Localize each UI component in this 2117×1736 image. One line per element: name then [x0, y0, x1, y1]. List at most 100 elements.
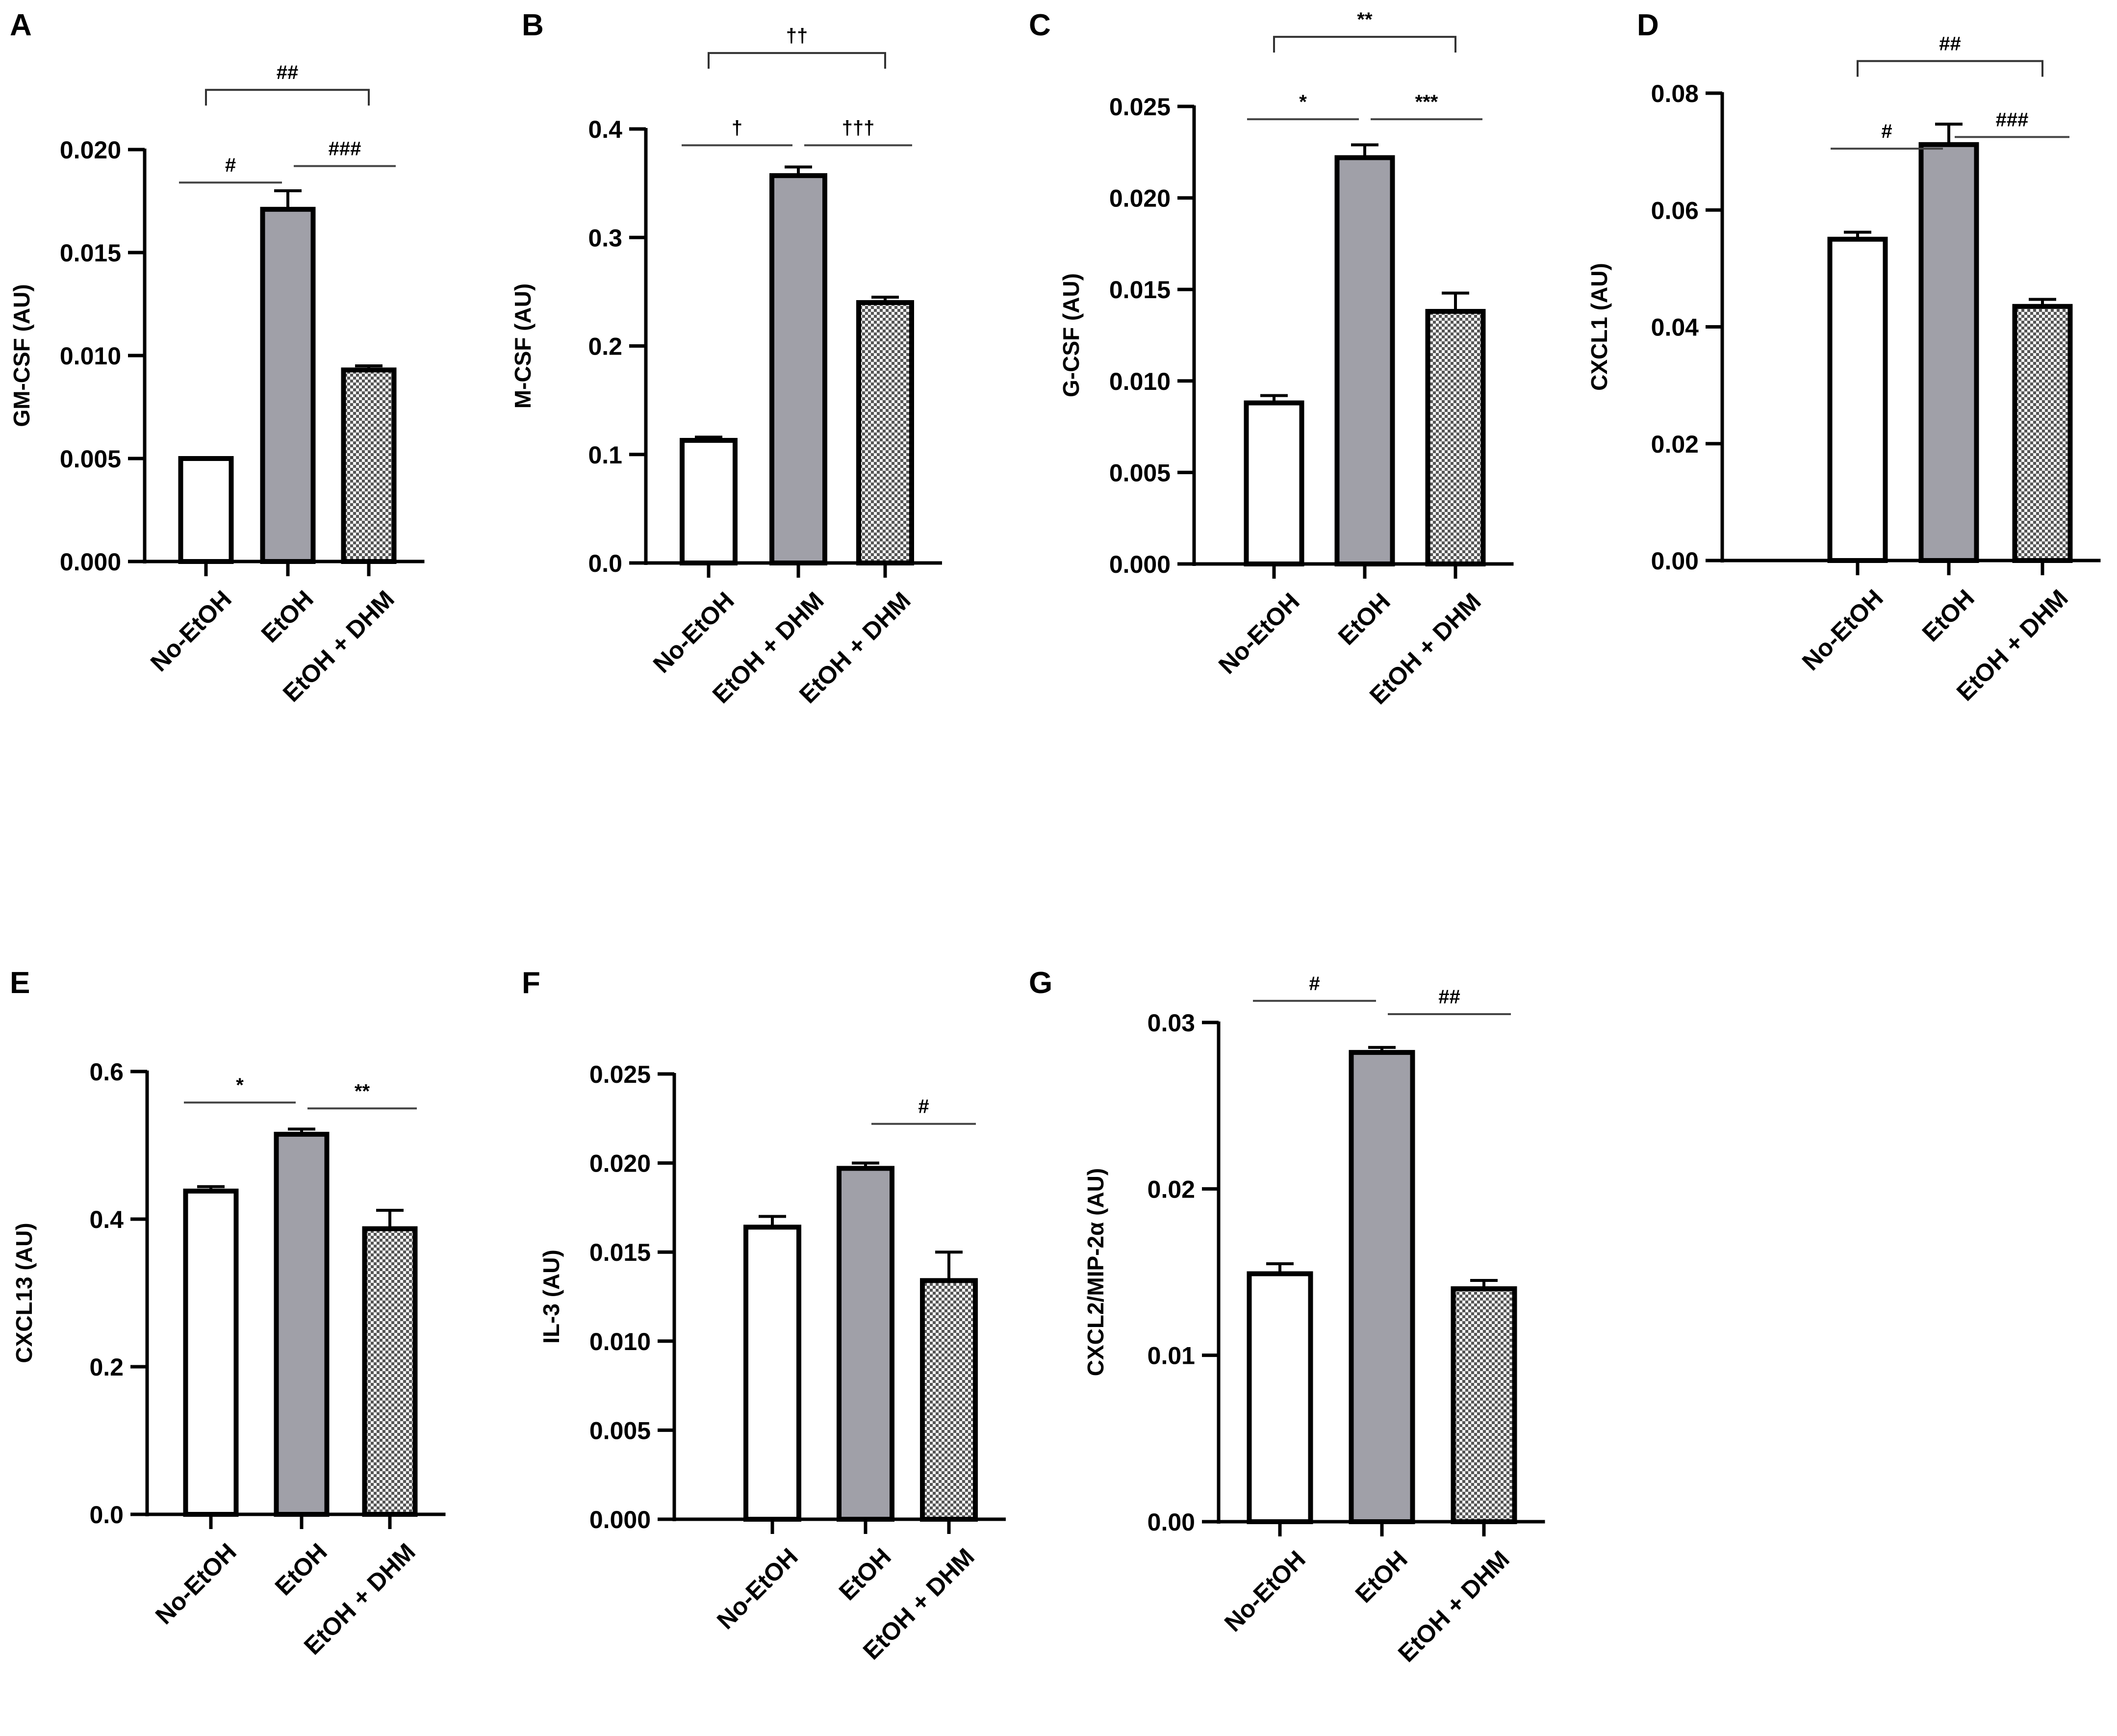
bar-etoh [1349, 1050, 1415, 1525]
panel-letter: E [10, 966, 30, 1000]
significance-label: # [225, 154, 236, 176]
panel-letter: C [1029, 8, 1051, 42]
y-tick-label: 0.020 [60, 136, 121, 164]
y-axis-title: CXCL13 (AU) [11, 1223, 37, 1363]
y-tick-label: 0.02 [1148, 1175, 1195, 1203]
bar-no-etoh [178, 456, 234, 564]
y-axis-title: CXCL2/MIP-2α (AU) [1083, 1168, 1108, 1376]
panel-letter: B [522, 8, 544, 42]
significance-label: * [236, 1074, 244, 1096]
y-tick-label: 0.000 [589, 1506, 651, 1533]
bar-no-etoh [680, 437, 738, 565]
significance-label: ## [1438, 986, 1460, 1008]
y-tick-label: 0.4 [588, 116, 622, 143]
y-tick-label: 0.03 [1148, 1009, 1195, 1037]
y-tick-label: 0.0 [588, 550, 622, 577]
significance-label: ## [1939, 33, 1961, 54]
panel-d: D 0.00 0.02 0.04 0.06 0.08 CXCL1 (AU) No-EtOH Et… [1586, 8, 2101, 706]
y-tick-label: 0.025 [1109, 93, 1171, 121]
bar-etoh-dhm [1425, 308, 1486, 566]
panel-a: A 0.000 0.005 0.010 0.015 0.020 GM-CSF (AU) No-… [9, 8, 425, 707]
y-tick-label: 0.015 [1109, 276, 1171, 304]
bar-no-etoh [183, 1188, 239, 1517]
significance-bracket [205, 89, 370, 106]
significance-label: ** [355, 1080, 370, 1102]
y-tick-label: 0.01 [1148, 1342, 1195, 1370]
category-label: EtOH [1917, 584, 1980, 647]
y-tick-label: 0.005 [1109, 459, 1171, 486]
y-tick-label: 0.06 [1651, 197, 1699, 224]
significance-label: ### [329, 138, 361, 160]
significance-label: * [1299, 91, 1307, 113]
y-axis-title: CXCL1 (AU) [1586, 263, 1612, 391]
bar-etoh-dhm [362, 1226, 418, 1517]
bar-no-etoh [1827, 236, 1888, 563]
bar-etoh-dhm [920, 1278, 978, 1522]
significance-label: ** [1357, 9, 1373, 30]
panel-letter: A [10, 8, 32, 42]
category-label: EtOH [270, 1538, 332, 1601]
category-label: No-EtOH [648, 587, 740, 678]
bar-etoh-dhm [769, 173, 827, 565]
category-label: EtOH [1333, 587, 1396, 650]
bar-etoh [1918, 142, 1979, 563]
category-label: EtOH [834, 1543, 896, 1606]
bar-etoh-dhm [2012, 304, 2073, 563]
y-tick-label: 0.04 [1651, 314, 1699, 341]
y-tick-label: 0.2 [89, 1353, 124, 1381]
bar-no-etoh [1244, 400, 1304, 566]
y-tick-label: 0.08 [1651, 80, 1699, 107]
y-axis-title: M-CSF (AU) [510, 283, 536, 409]
category-label: No-EtOH [1213, 587, 1305, 679]
bar-etoh [260, 206, 316, 564]
category-label: No-EtOH [1797, 584, 1888, 676]
y-tick-label: 0.010 [60, 342, 121, 370]
category-label: No-EtOH [1219, 1545, 1311, 1637]
y-tick-label: 0.015 [60, 239, 121, 267]
bar-etoh-dhm [1451, 1286, 1517, 1525]
y-axis-title: IL-3 (AU) [538, 1250, 564, 1344]
y-tick-label: 0.025 [589, 1061, 651, 1088]
y-tick-label: 0.3 [588, 224, 622, 252]
significance-label: ### [1996, 109, 2029, 130]
panel-c: C 0.000 0.005 0.010 0.015 0.020 0.025 G-CSF (AU… [1029, 8, 1514, 710]
y-tick-label: 0.010 [589, 1328, 651, 1355]
y-axis-title: GM-CSF (AU) [9, 284, 34, 427]
y-tick-label: 0.020 [589, 1150, 651, 1177]
bar-no-etoh [1247, 1271, 1313, 1524]
y-tick-label: 0.010 [1109, 368, 1171, 395]
category-label: EtOH [1350, 1545, 1413, 1608]
y-tick-label: 0.020 [1109, 185, 1171, 212]
y-axis-title: G-CSF (AU) [1058, 273, 1084, 397]
y-tick-label: 0.4 [89, 1206, 124, 1233]
y-tick-label: 0.015 [589, 1239, 651, 1266]
y-tick-label: 0.00 [1651, 547, 1699, 575]
significance-label: ## [277, 62, 299, 83]
y-tick-label: 0.005 [60, 445, 121, 473]
bar-etoh [837, 1166, 894, 1522]
category-label: No-EtOH [145, 585, 237, 677]
panel-letter: F [522, 966, 540, 1000]
category-label: EtOH [256, 585, 319, 648]
bar-etoh [1334, 155, 1395, 567]
significance-bracket [1857, 60, 2043, 77]
y-tick-label: 0.0 [89, 1501, 124, 1529]
bar-no-etoh [743, 1225, 801, 1522]
y-tick-label: 0.000 [1109, 551, 1171, 578]
significance-label: # [1881, 121, 1892, 142]
panel-f: F 0.000 0.005 0.010 0.015 0.020 0.025 IL-3 (AU)… [522, 966, 1006, 1665]
bar-etoh [274, 1131, 330, 1517]
category-label: No-EtOH [712, 1543, 803, 1634]
significance-label: # [918, 1096, 929, 1118]
panel-letter: G [1029, 966, 1052, 1000]
panel-g: G 0.00 0.01 0.02 0.03 CXCL2/MIP-2α (AU) No-EtO… [1029, 966, 1545, 1667]
y-tick-label: 0.00 [1148, 1508, 1195, 1536]
y-tick-label: 0.6 [89, 1058, 124, 1086]
bar-etoh-dhm [856, 300, 914, 565]
significance-label: *** [1415, 91, 1438, 113]
significance-label: # [1309, 973, 1320, 995]
significance-bracket [1273, 36, 1456, 53]
bar-etoh-dhm [341, 367, 397, 564]
